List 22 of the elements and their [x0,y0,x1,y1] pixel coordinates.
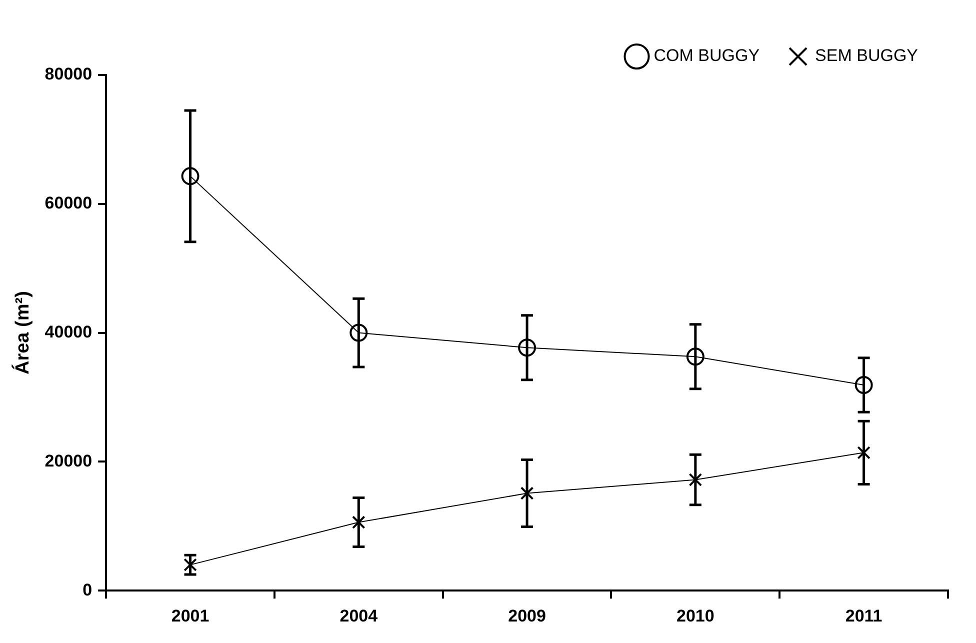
point [352,516,366,529]
x-tick-label: 2011 [845,606,882,626]
point [854,376,873,394]
y-tick-label: 20000 [44,451,92,470]
point [688,473,702,486]
legend-label: SEM BUGGY [815,46,918,66]
x-tick-label: 2009 [508,606,546,626]
x-tick-label: 2001 [171,606,210,626]
point [350,324,368,342]
point [181,167,200,186]
point [518,338,536,357]
y-axis-title: Área (m²) [12,291,34,375]
y-tick-label: 0 [82,580,92,600]
y-tick-label: 80000 [44,64,92,84]
y-tick-label: 60000 [44,194,92,213]
point [520,486,534,500]
point [686,348,704,366]
x-tick-label: 2004 [340,606,378,626]
point [857,446,870,460]
x-tick-label: 2010 [676,606,714,626]
y-tick-label: 40000 [44,322,92,342]
legend-label: COM BUGGY [654,46,760,66]
